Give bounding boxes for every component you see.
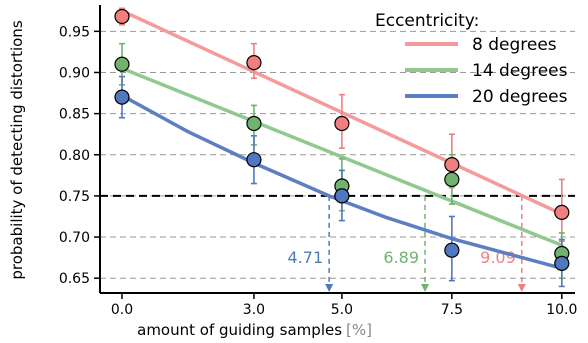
crossing-layer: 9.096.894.71 xyxy=(288,195,526,292)
legend-title: Eccentricity: xyxy=(375,11,479,31)
axes-layer xyxy=(99,5,575,294)
x-tick-label: 5.0 xyxy=(331,302,353,318)
point-layer xyxy=(114,8,570,271)
x-tick-label: 7.5 xyxy=(441,302,463,318)
x-tick-label: 10.0 xyxy=(546,302,577,318)
data-point xyxy=(334,115,350,132)
data-point xyxy=(246,54,262,71)
y-tick-label: 0.70 xyxy=(59,230,90,246)
data-point xyxy=(444,171,460,188)
x-axis-label: amount of guiding samples [%] xyxy=(137,321,372,339)
y-tick-label: 0.85 xyxy=(59,107,90,123)
y-tick-label: 0.65 xyxy=(59,271,90,287)
crossing-arrow xyxy=(517,284,526,292)
data-point xyxy=(246,115,262,132)
tick-layer: 0.65 0.70 0.75 0.80 0.85 0.90 0.95 0.0 3.0 5.0 7.5… xyxy=(59,24,578,318)
legend-label: 14 degrees xyxy=(472,61,568,81)
data-point xyxy=(114,89,130,105)
y-tick-label: 0.75 xyxy=(59,189,90,205)
crossing-label: 4.71 xyxy=(288,248,324,267)
data-point xyxy=(334,188,350,204)
data-point xyxy=(554,255,570,271)
crossing-label: 6.89 xyxy=(383,248,419,267)
crossing-arrow xyxy=(421,284,430,292)
crossing-arrow xyxy=(325,284,334,292)
y-tick-label: 0.90 xyxy=(59,65,90,81)
x-axis-label-unit: [%] xyxy=(346,321,372,339)
data-point xyxy=(246,152,262,168)
y-tick-label: 0.95 xyxy=(59,24,90,40)
legend-layer: Eccentricity: 8 degrees 14 degrees 20 degr… xyxy=(375,11,568,107)
legend-label: 8 degrees xyxy=(472,35,557,55)
fit-line xyxy=(120,66,564,248)
data-point xyxy=(114,56,130,72)
x-tick-label: 3.0 xyxy=(243,302,265,318)
x-tick-label: 0.0 xyxy=(111,302,133,318)
legend-label: 20 degrees xyxy=(472,87,568,107)
x-axis-label-main: amount of guiding samples xyxy=(137,321,342,339)
fit-line xyxy=(120,93,564,271)
data-point xyxy=(444,242,460,258)
data-point xyxy=(114,8,130,25)
data-point xyxy=(554,204,570,220)
y-axis-label: probability of detecting distortions xyxy=(8,20,26,279)
data-point xyxy=(444,157,460,173)
y-tick-label: 0.80 xyxy=(59,148,90,164)
